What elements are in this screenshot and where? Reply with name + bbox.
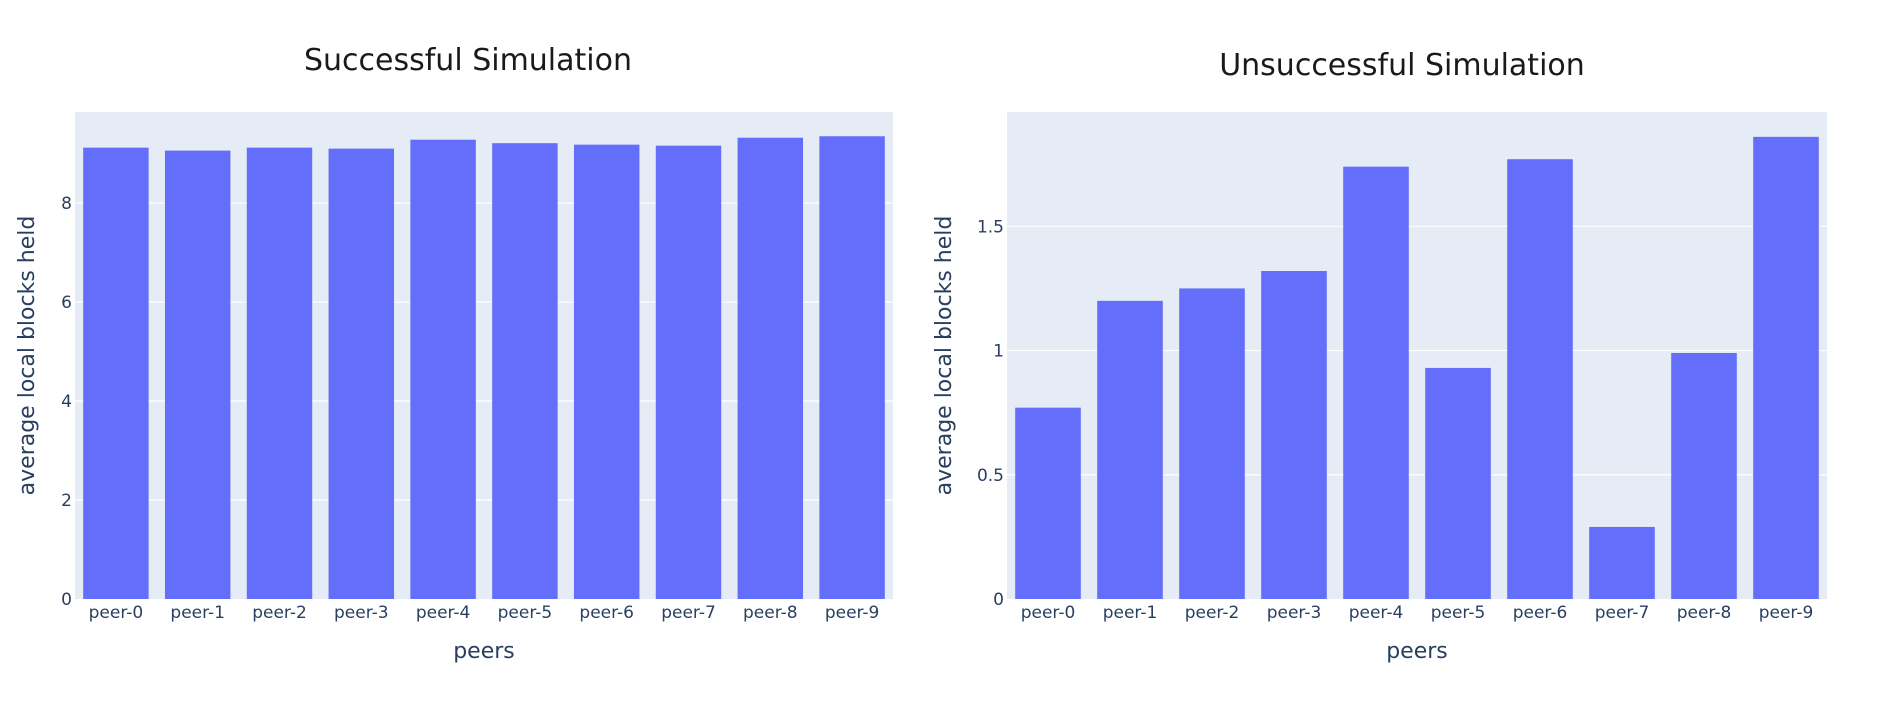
bar-peer-3: [1261, 271, 1327, 599]
bars: [83, 136, 885, 600]
bar-peer-3: [328, 148, 395, 600]
x-tick-label: peer-1: [1103, 603, 1158, 623]
x-tick-label: peer-2: [252, 603, 307, 623]
x-tick-label: peer-1: [170, 603, 225, 623]
x-tick-label: peer-7: [661, 603, 716, 623]
x-axis-label: peers: [453, 639, 515, 664]
x-tick-label: peer-9: [1759, 603, 1814, 623]
chart-title: Unsuccessful Simulation: [1219, 48, 1585, 83]
x-tick-label: peer-5: [498, 603, 553, 623]
bar-peer-5: [492, 143, 558, 599]
bar-peer-6: [1507, 159, 1573, 600]
x-tick-label: peer-4: [416, 603, 471, 623]
y-tick-label: 2: [61, 491, 72, 511]
bar-peer-4: [410, 139, 476, 599]
x-tick-labels: peer-0 peer-1 peer-2 peer-3 peer-4 peer-5 peer…: [1021, 603, 1814, 623]
y-tick-label: 6: [61, 293, 72, 313]
x-tick-label: peer-5: [1431, 603, 1486, 623]
bars: [1015, 136, 1819, 600]
y-tick-label: 1: [993, 342, 1004, 362]
bar-peer-5: [1425, 367, 1491, 599]
y-axis-label: average local blocks held: [932, 216, 957, 496]
y-tick-labels: 0 0.5 1 1.5: [977, 217, 1004, 610]
bar-peer-7: [655, 145, 722, 599]
x-tick-label: peer-9: [825, 603, 880, 623]
x-axis-label: peers: [1386, 639, 1448, 664]
bar-peer-0: [83, 147, 149, 599]
x-tick-label: peer-0: [89, 603, 144, 623]
y-tick-labels: 0 2 4 6 8: [61, 194, 72, 610]
y-tick-label: 0: [993, 590, 1004, 610]
bar-peer-9: [819, 136, 885, 599]
bar-peer-2: [1179, 288, 1245, 599]
x-tick-label: peer-3: [1267, 603, 1322, 623]
bar-peer-1: [164, 150, 231, 600]
x-tick-label: peer-7: [1595, 603, 1650, 623]
bar-peer-8: [1671, 353, 1737, 599]
y-axis-label: average local blocks held: [15, 216, 40, 496]
y-tick-label: 8: [61, 194, 72, 214]
bar-peer-9: [1753, 136, 1819, 600]
x-tick-label: peer-4: [1349, 603, 1404, 623]
x-tick-label: peer-3: [334, 603, 389, 623]
chart-unsuccessful-simulation: 00.511.5 peer-0 peer-1 peer-2 peer-3 peer-4 p…: [932, 48, 1827, 664]
y-tick-label: 1.5: [977, 217, 1004, 237]
bar-peer-4: [1343, 166, 1409, 599]
bar-peer-0: [1015, 407, 1081, 599]
x-tick-label: peer-8: [1677, 603, 1732, 623]
x-tick-label: peer-2: [1185, 603, 1240, 623]
x-tick-label: peer-6: [1513, 603, 1568, 623]
y-tick-label: 0: [61, 590, 72, 610]
y-tick-label: 0.5: [977, 466, 1004, 486]
chart-title: Successful Simulation: [304, 43, 632, 78]
x-tick-label: peer-6: [579, 603, 634, 623]
bar-peer-7: [1589, 526, 1655, 599]
bar-peer-6: [573, 144, 640, 600]
y-tick-label: 4: [61, 392, 72, 412]
x-tick-labels: peer-0 peer-1 peer-2 peer-3 peer-4 peer-5 peer…: [89, 603, 880, 623]
x-tick-label: peer-8: [743, 603, 798, 623]
bar-peer-2: [246, 147, 313, 599]
x-tick-label: peer-0: [1021, 603, 1076, 623]
bar-peer-8: [737, 137, 804, 599]
bar-peer-1: [1097, 300, 1163, 599]
